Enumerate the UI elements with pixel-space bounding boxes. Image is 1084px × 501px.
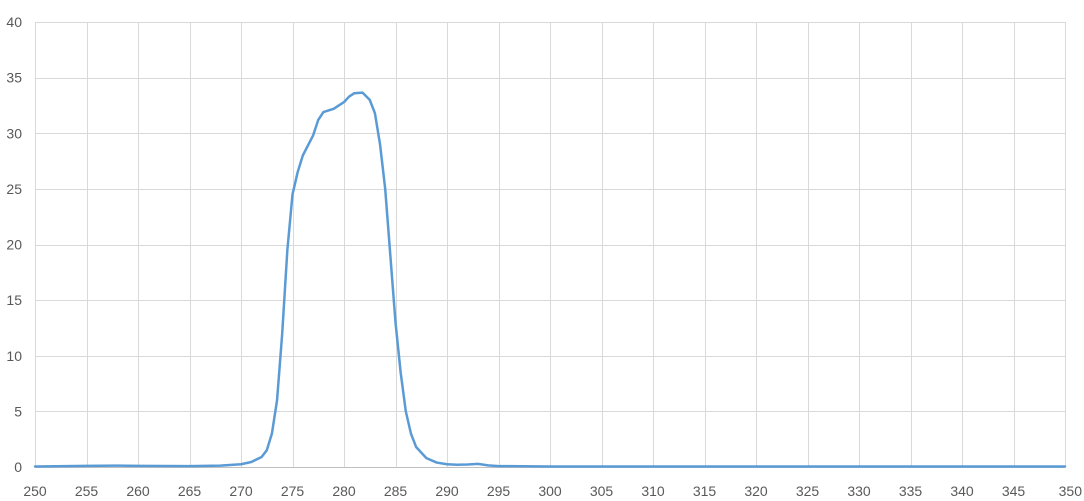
y-tick-label: 20	[6, 237, 22, 253]
x-tick-label: 250	[23, 483, 47, 499]
y-tick-label: 30	[6, 125, 22, 141]
y-tick-label: 15	[6, 292, 22, 308]
x-tick-label: 325	[796, 483, 820, 499]
x-tick-label: 285	[384, 483, 408, 499]
y-tick-label: 25	[6, 181, 22, 197]
x-axis-tick-labels: 250 255 260 265 270 275 280 285 290 295 300 305 310 3…	[23, 483, 1082, 499]
x-tick-label: 300	[538, 483, 562, 499]
x-tick-label: 280	[332, 483, 356, 499]
x-tick-label: 350	[1059, 483, 1083, 499]
x-tick-label: 255	[75, 483, 99, 499]
x-gridlines	[35, 22, 1066, 467]
y-tick-label: 40	[6, 14, 22, 30]
x-tick-label: 270	[229, 483, 253, 499]
x-tick-label: 335	[899, 483, 923, 499]
x-tick-label: 290	[435, 483, 459, 499]
x-tick-label: 320	[744, 483, 768, 499]
x-tick-label: 260	[126, 483, 150, 499]
series-layer	[33, 91, 1067, 468]
x-tick-label: 265	[178, 483, 202, 499]
x-tick-label: 275	[281, 483, 305, 499]
y-axis-tick-labels: 0 5 10 15 20 25 30 35 40	[6, 14, 22, 475]
x-tick-label: 345	[1002, 483, 1026, 499]
x-tick-label: 340	[950, 483, 974, 499]
x-tick-label: 305	[590, 483, 614, 499]
x-tick-label: 310	[641, 483, 665, 499]
y-tick-label: 35	[6, 70, 22, 86]
x-tick-label: 295	[487, 483, 511, 499]
series-line	[33, 91, 1067, 468]
y-tick-label: 5	[14, 403, 22, 419]
x-tick-label: 330	[847, 483, 871, 499]
x-tick-label: 315	[693, 483, 717, 499]
y-tick-label: 10	[6, 348, 22, 364]
y-tick-label: 0	[14, 459, 22, 475]
